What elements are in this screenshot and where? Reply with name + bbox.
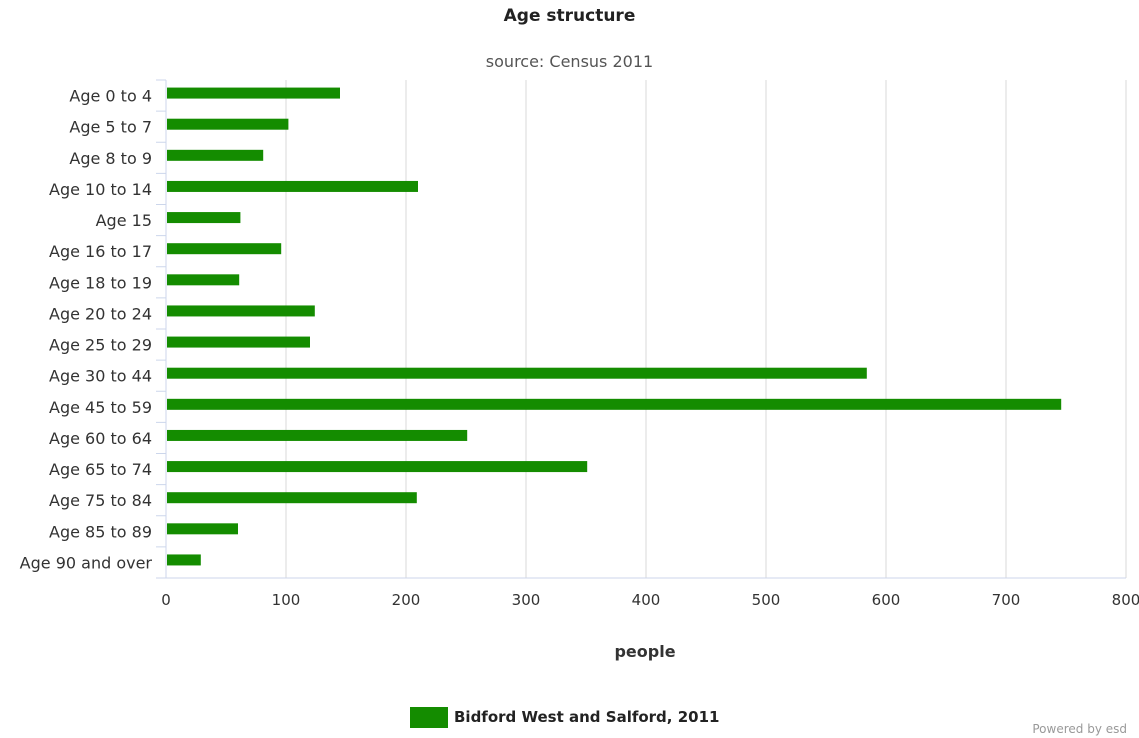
bar-6[interactable] bbox=[167, 243, 282, 255]
category-label: Age 85 to 89 bbox=[49, 522, 152, 541]
bar-8[interactable] bbox=[167, 305, 315, 317]
category-label: Age 5 to 7 bbox=[69, 118, 152, 137]
bar-7[interactable] bbox=[167, 274, 240, 286]
bar-16[interactable] bbox=[167, 554, 201, 566]
x-axis-title: people bbox=[614, 642, 676, 661]
category-label: Age 65 to 74 bbox=[49, 460, 152, 479]
bar-1[interactable] bbox=[167, 87, 340, 99]
axes bbox=[156, 79, 1126, 579]
legend-swatch bbox=[410, 706, 448, 728]
x-tick-label: 100 bbox=[272, 591, 301, 609]
bar-2[interactable] bbox=[167, 118, 289, 130]
x-tick-label: 600 bbox=[872, 591, 901, 609]
x-tick-label: 0 bbox=[161, 591, 171, 609]
x-tick-label: 700 bbox=[992, 591, 1021, 609]
bar-5[interactable] bbox=[167, 212, 241, 224]
category-label: Age 18 to 19 bbox=[49, 273, 152, 292]
bar-14[interactable] bbox=[167, 492, 417, 504]
x-tick-labels: 0 100 200 300 400 500 600 700 800 bbox=[161, 591, 1139, 609]
bar-3[interactable] bbox=[167, 149, 264, 161]
legend-label: Bidford West and Salford, 2011 bbox=[454, 708, 720, 726]
category-label: Age 75 to 84 bbox=[49, 491, 152, 510]
category-label: Age 8 to 9 bbox=[69, 149, 152, 168]
category-label: Age 15 bbox=[96, 211, 152, 230]
category-label: Age 10 to 14 bbox=[49, 180, 152, 199]
bars bbox=[167, 87, 1062, 566]
bar-13[interactable] bbox=[167, 461, 588, 473]
category-labels: Age 0 to 4 Age 5 to 7 Age 8 to 9 Age 10 to … bbox=[20, 87, 153, 573]
x-tick-label: 200 bbox=[392, 591, 421, 609]
category-label: Age 60 to 64 bbox=[49, 429, 152, 448]
chart-title: Age structure bbox=[503, 6, 636, 26]
category-label: Age 0 to 4 bbox=[69, 87, 152, 106]
chart-subtitle: source: Census 2011 bbox=[485, 52, 654, 71]
bar-10[interactable] bbox=[167, 367, 867, 379]
bar-15[interactable] bbox=[167, 523, 238, 535]
bar-9[interactable] bbox=[167, 336, 310, 348]
x-tick-label: 400 bbox=[632, 591, 661, 609]
category-label: Age 25 to 29 bbox=[49, 336, 152, 355]
x-tick-label: 300 bbox=[512, 591, 541, 609]
credit-link[interactable]: Powered by esd bbox=[1032, 722, 1127, 736]
x-tick-label: 500 bbox=[752, 591, 781, 609]
category-label: Age 90 and over bbox=[20, 553, 153, 572]
category-label: Age 16 to 17 bbox=[49, 242, 152, 261]
category-label: Age 20 to 24 bbox=[49, 304, 152, 323]
category-label: Age 30 to 44 bbox=[49, 367, 152, 386]
bar-12[interactable] bbox=[167, 429, 468, 441]
category-label: Age 45 to 59 bbox=[49, 398, 152, 417]
bar-11[interactable] bbox=[167, 398, 1062, 410]
gridlines bbox=[285, 80, 1127, 578]
legend[interactable]: Bidford West and Salford, 2011 bbox=[410, 706, 719, 728]
bar-4[interactable] bbox=[167, 180, 418, 192]
x-tick-label: 800 bbox=[1112, 591, 1139, 609]
